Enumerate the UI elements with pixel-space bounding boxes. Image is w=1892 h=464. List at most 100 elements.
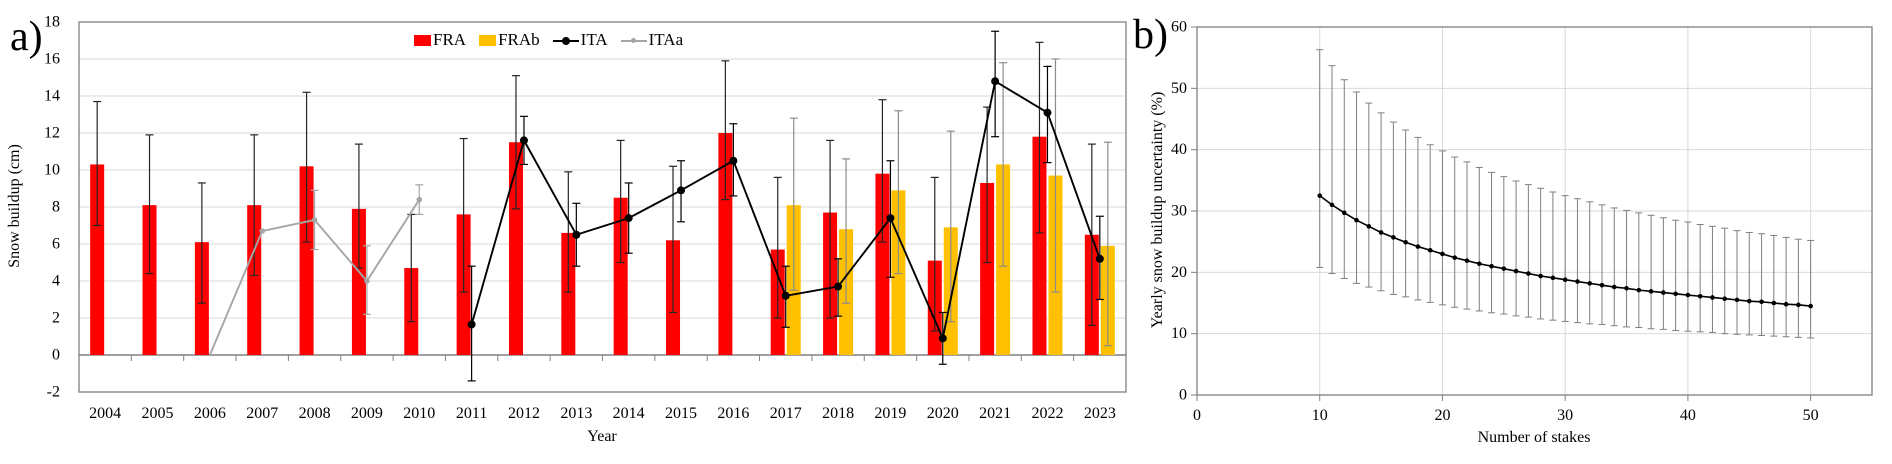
y-tick-label-a: 0 [52,347,60,364]
uncertainty-marker [1427,247,1433,253]
uncertainty-marker [1808,303,1813,309]
fra-bar [613,197,628,355]
itaa-marker [259,228,266,234]
y-tick-label-a: 12 [44,125,60,142]
panel-b-label: b) [1133,12,1168,58]
x-tick-label-b: 50 [1803,407,1819,424]
x-tick-label-b: 20 [1434,407,1450,424]
uncertainty-marker [1415,244,1421,249]
uncertainty-marker [1624,285,1629,291]
y-tick-label-b: 60 [1171,19,1187,36]
uncertainty-marker [1783,301,1789,307]
legend-line-sample-ita [552,35,579,46]
y-tick-label-a: 16 [44,51,60,68]
uncertainty-marker [1661,290,1666,295]
x-tick-label-a: 2023 [1084,405,1116,422]
ita-marker [1043,108,1052,117]
uncertainty-marker [1710,295,1715,300]
y-tick-label-a: -2 [47,384,60,401]
uncertainty-marker [1513,268,1519,274]
uncertainty-marker [1673,291,1678,297]
x-tick-label-a: 2005 [142,405,174,422]
panel-b-x-axis-title: Number of stakes [1477,429,1591,446]
uncertainty-marker [1391,235,1396,240]
itaa-marker [416,196,423,203]
fra-bar [351,208,366,355]
ita-marker [624,214,633,223]
x-tick-label-a: 2011 [456,405,487,422]
x-tick-label-a: 2017 [770,405,802,422]
uncertainty-marker [1771,300,1777,306]
panel-a-label: a) [10,14,43,60]
y-tick-label-b: 30 [1171,203,1187,220]
uncertainty-marker [1464,258,1470,263]
y-tick-label-a: 8 [52,199,60,216]
plot-border-a [78,21,1127,393]
uncertainty-marker [1599,282,1605,288]
ita-marker [572,230,581,239]
ita-marker [729,156,738,165]
legend-marker-itaa [630,37,637,44]
uncertainty-marker [1341,210,1347,216]
fra-bar [299,166,314,355]
x-tick-label-a: 2008 [299,405,331,422]
uncertainty-marker [1489,263,1494,269]
uncertainty-marker [1403,239,1408,245]
ita-marker [467,320,476,329]
uncertainty-marker [1538,273,1543,279]
panel-a-x-axis-title: Year [587,428,617,445]
fra-bar [142,205,157,355]
fra-bar [980,182,995,355]
uncertainty-marker [1476,261,1482,267]
legend: FRA FRAb ITA ITAa [414,30,683,50]
legend-marker-ita [561,36,570,45]
uncertainty-marker [1697,293,1703,299]
panel-a-y-axis-title: Snow buildup (cm) [6,144,23,268]
uncertainty-marker [1746,298,1752,304]
legend-line-sample-itaa [620,35,647,46]
fra-bar [1032,136,1047,355]
ita-marker [886,214,895,223]
ita-marker [519,136,528,145]
legend-label-itaa: ITAa [648,30,684,49]
y-tick-label-b: 10 [1171,325,1187,342]
uncertainty-marker [1636,287,1642,293]
x-tick-label-a: 2021 [979,405,1011,422]
x-tick-label-a: 2022 [1031,405,1063,422]
ita-marker [834,282,843,291]
uncertainty-marker [1575,279,1580,284]
ita-marker [991,77,1000,86]
itaa-marker [364,278,370,284]
x-tick-label-a: 2020 [927,405,959,422]
x-tick-label-b: 0 [1193,407,1201,424]
ita-marker [677,186,686,195]
y-tick-label-a: 6 [52,236,60,253]
x-tick-label-a: 2007 [246,405,278,422]
legend-item-ita: ITA [552,30,608,50]
x-tick-label-a: 2019 [874,405,906,422]
uncertainty-marker [1685,292,1691,298]
y-tick-label-a: 4 [52,273,60,290]
legend-label-fra: FRA [433,30,467,49]
y-tick-label-a: 14 [44,88,60,105]
y-tick-label-a: 18 [44,14,60,31]
legend-swatch-fra [414,34,431,46]
uncertainty-marker [1550,275,1556,281]
uncertainty-marker [1648,289,1654,294]
legend-item-itaa: ITAa [620,30,684,50]
uncertainty-marker [1440,251,1445,257]
x-tick-label-a: 2013 [560,405,592,422]
uncertainty-marker [1722,296,1728,302]
uncertainty-marker [1329,202,1335,208]
y-tick-label-a: 2 [52,310,60,327]
y-tick-label-b: 0 [1179,387,1187,404]
x-tick-label-a: 2004 [89,405,121,422]
fra-bar [561,232,576,355]
x-tick-label-a: 2015 [665,405,697,422]
legend-label-frab: FRAb [498,30,540,49]
legend-item-frab: FRAb [479,30,540,50]
fra-bar [90,164,105,355]
uncertainty-marker [1759,299,1764,305]
